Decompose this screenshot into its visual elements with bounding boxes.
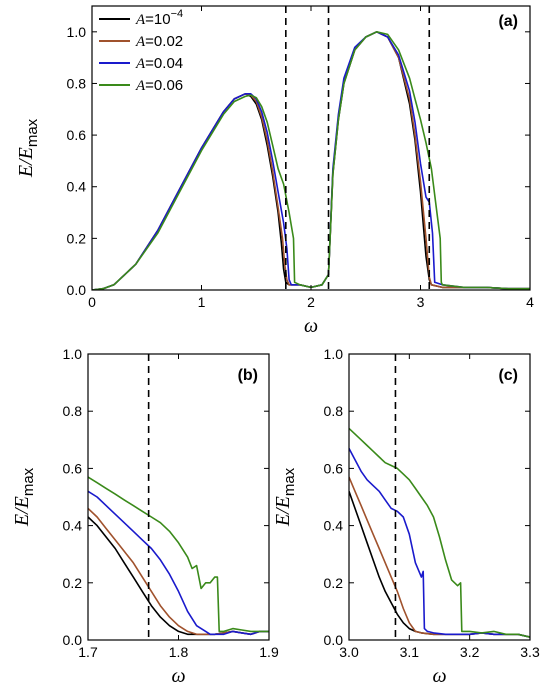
y-tick-label: 1.0 (67, 24, 87, 40)
y-tick-label: 0.4 (324, 518, 344, 534)
series-group (349, 427, 530, 638)
series-line-3 (88, 476, 269, 633)
panel-label: (a) (498, 13, 518, 30)
x-axis-label: ω (432, 665, 446, 687)
x-tick-label: 3.3 (520, 644, 540, 660)
y-tick-label: 0.2 (324, 575, 344, 591)
x-tick-label: 0 (88, 294, 96, 310)
y-tick-label: 0.6 (63, 460, 83, 476)
panel-a: 0 1 2 3 40.00.20.40.60.81.0(a)ωE/EmaxA=10−4A… (15, 5, 534, 337)
legend-entry: A=0.04 (135, 55, 183, 72)
y-tick-label: 0.2 (63, 575, 83, 591)
y-tick-label: 0.2 (67, 230, 87, 246)
x-tick-label: 2 (307, 294, 315, 310)
y-axis-label: E/Emax (11, 467, 37, 527)
panel-label: (b) (238, 367, 258, 384)
x-axis-label: ω (171, 665, 185, 687)
x-tick-label: 1.9 (259, 644, 279, 660)
y-axis-label: E/Emax (272, 467, 298, 527)
panel-label: (c) (498, 367, 518, 384)
series-line-3 (349, 427, 530, 638)
y-tick-label: 0.4 (63, 518, 83, 534)
x-tick-label: 1 (198, 294, 206, 310)
y-tick-label: 0.0 (324, 632, 344, 648)
y-tick-label: 0.0 (67, 282, 87, 298)
x-tick-label: 3.2 (460, 644, 480, 660)
x-tick-label: 1.7 (78, 644, 98, 660)
series-line-0 (88, 516, 269, 636)
plot-frame (348, 353, 531, 641)
y-tick-label: 1.0 (63, 346, 83, 362)
x-axis-label: ω (304, 315, 318, 337)
legend-entry: A=10−4 (135, 8, 183, 28)
y-tick-label: 0.4 (67, 179, 87, 195)
series-line-1 (349, 476, 530, 638)
y-axis-label: E/Emax (15, 118, 41, 178)
series-line-1 (88, 507, 269, 636)
series-line-3 (92, 31, 530, 290)
y-tick-label: 0.0 (63, 632, 83, 648)
x-tick-label: 4 (526, 294, 534, 310)
legend-entry: A=0.02 (135, 33, 183, 50)
y-tick-label: 0.6 (324, 460, 344, 476)
panel-c: 3.0 3.1 3.2 3.3 0.0 0.2 0.4 0.6 0.8 1.0 (c) ω E/Emax (272, 346, 540, 687)
y-tick-label: 0.6 (67, 127, 87, 143)
y-tick-label: 0.8 (63, 403, 83, 419)
series-line-2 (88, 490, 269, 636)
x-tick-label: 1.8 (169, 644, 189, 660)
series-group (88, 476, 269, 636)
x-tick-label: 3.1 (400, 644, 420, 660)
y-tick-label: 0.8 (67, 75, 87, 91)
x-tick-label: 3 (417, 294, 425, 310)
legend: A=10−4 A=0.02 A=0.04 A=0.06 (99, 8, 183, 94)
plot-frame (87, 353, 270, 641)
series-line-0 (349, 491, 530, 638)
legend-entry: A=0.06 (135, 77, 183, 94)
y-tick-label: 1.0 (324, 346, 344, 362)
panel-b: 1.7 1.8 1.9 0.0 0.2 0.4 0.6 0.8 1.0 (b) ω E/Emax (11, 346, 279, 687)
x-tick-label: 3.0 (339, 644, 359, 660)
y-tick-label: 0.8 (324, 403, 344, 419)
